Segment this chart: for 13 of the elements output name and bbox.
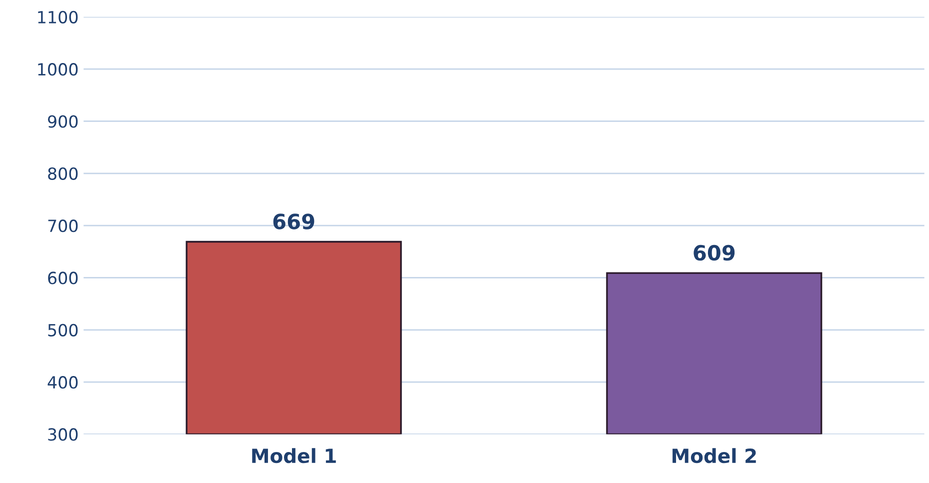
- y-tick-label: 600: [48, 272, 78, 284]
- y-tick-label: 300: [48, 428, 78, 441]
- x-tick-label: Model 2: [672, 448, 756, 464]
- data-label: 669: [273, 214, 314, 230]
- y-tick-label: 900: [48, 115, 78, 128]
- y-tick-label: 800: [48, 167, 78, 180]
- data-label: 609: [694, 244, 735, 261]
- x-tick-label: Model 1: [252, 448, 336, 464]
- y-tick-label: 500: [48, 324, 78, 336]
- y-tick-label: 700: [48, 220, 78, 232]
- y-tick-label: 1000: [38, 63, 78, 76]
- y-tick-label: 400: [48, 376, 78, 389]
- y-tick-label: 1100: [38, 10, 78, 24]
